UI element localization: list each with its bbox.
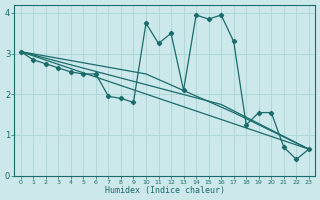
X-axis label: Humidex (Indice chaleur): Humidex (Indice chaleur)	[105, 186, 225, 195]
